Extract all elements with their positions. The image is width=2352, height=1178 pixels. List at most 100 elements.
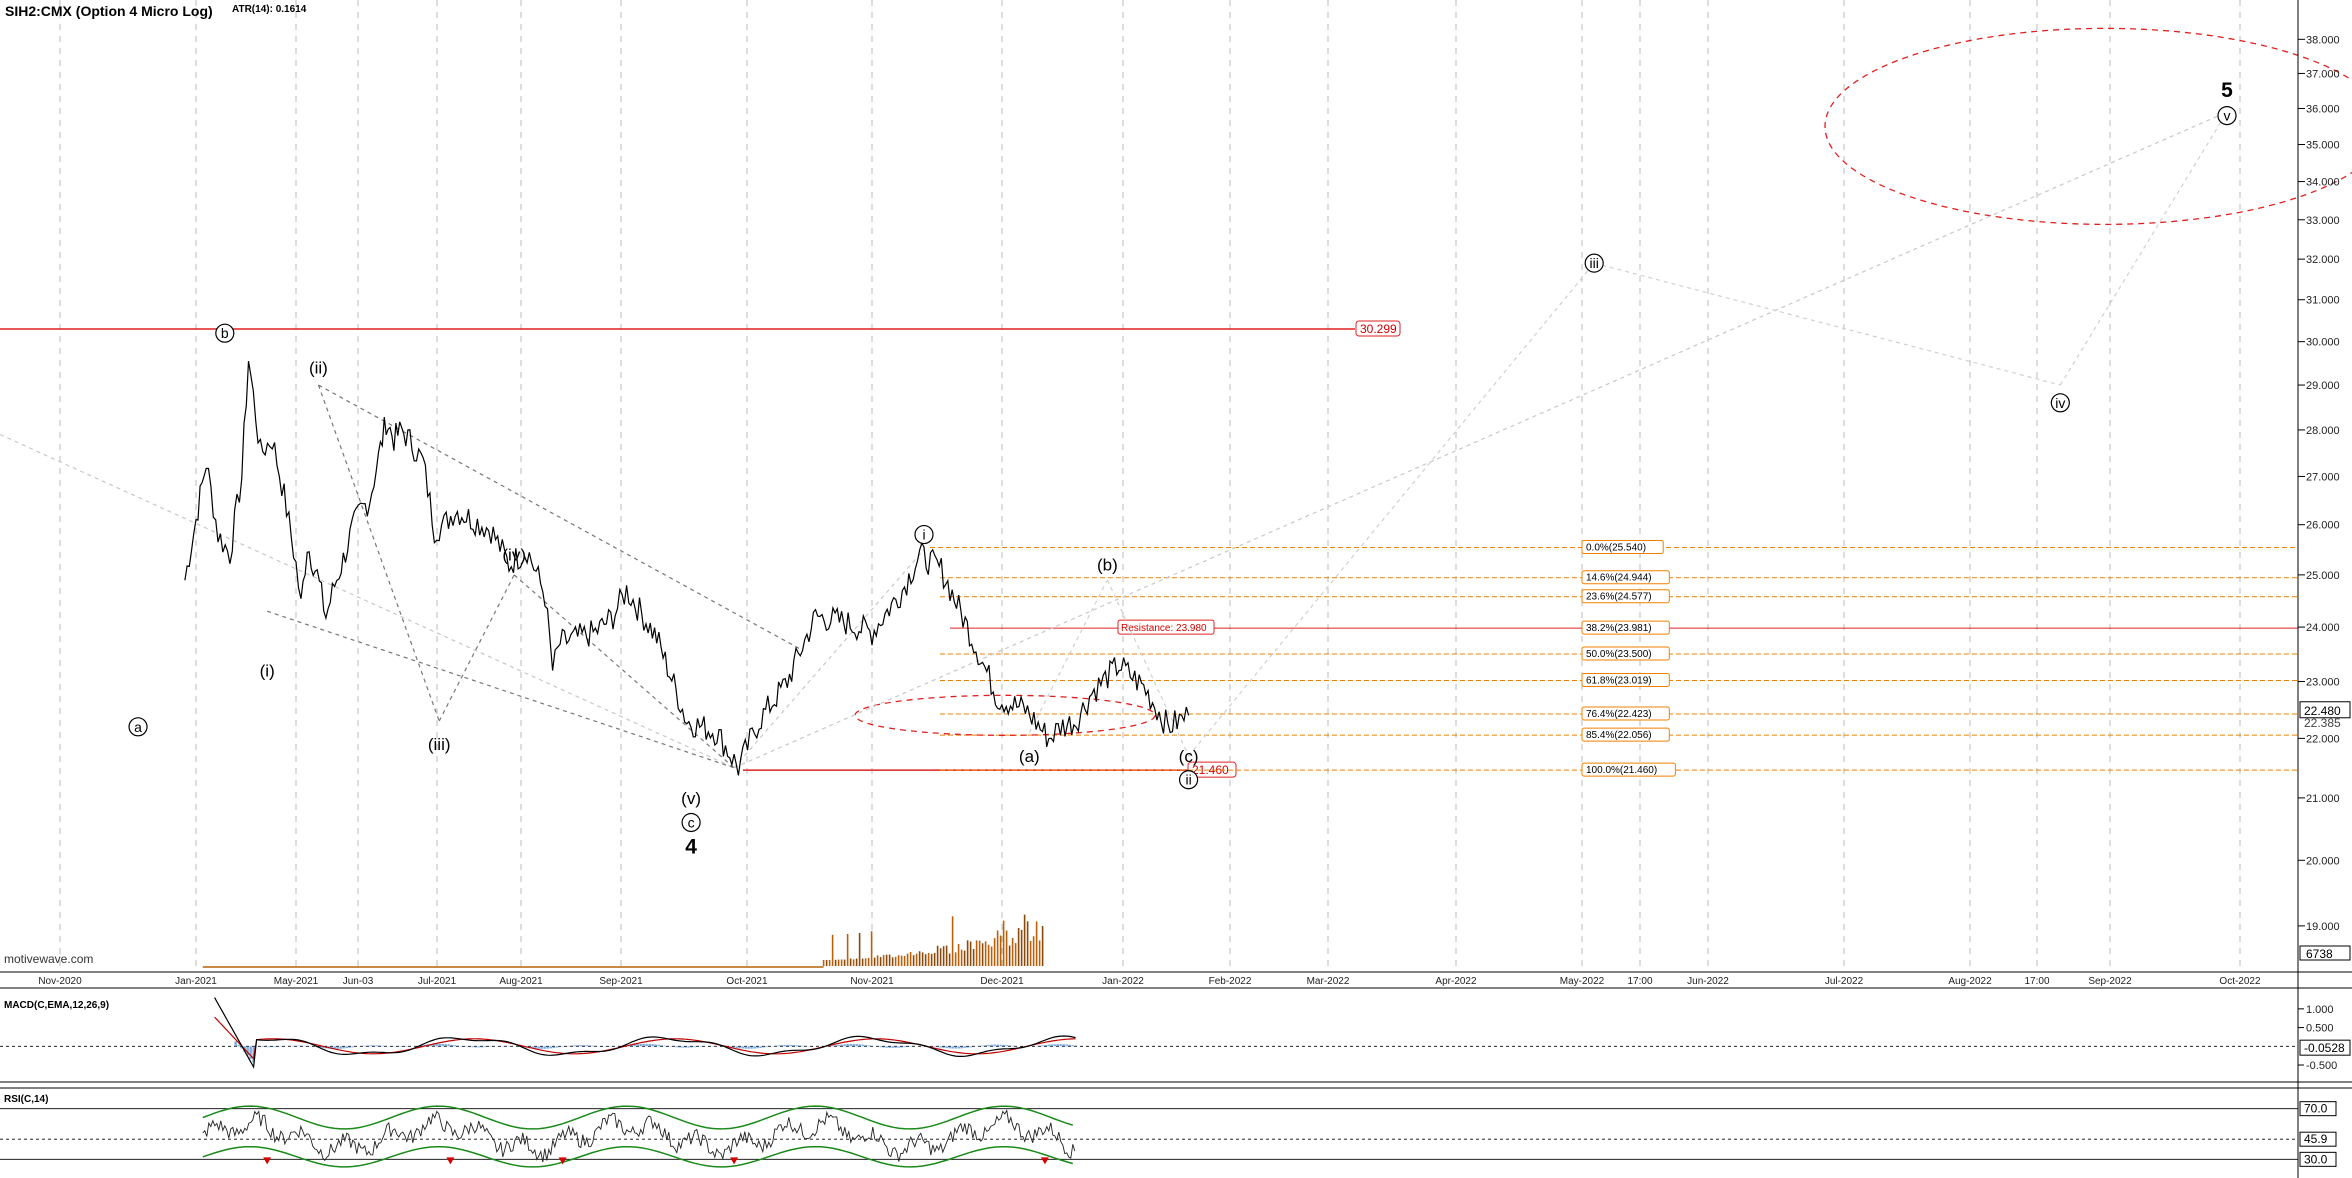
rsi-y-tick: 45.9 bbox=[2304, 1132, 2328, 1146]
rsi-signal-arrow bbox=[263, 1157, 272, 1165]
y-tick-label: 30.000 bbox=[2306, 337, 2340, 349]
rsi-y-tick: 30.0 bbox=[2304, 1152, 2328, 1166]
x-tick-label: Oct-2022 bbox=[2219, 976, 2261, 987]
fib-label-box bbox=[1581, 620, 1670, 635]
fibonacci-retracement[interactable]: 30.299 21.460 0.0%(25.540) 14.6%(24.944) 23.… bbox=[0, 27, 2352, 778]
y-tick-label: 22.000 bbox=[2306, 733, 2340, 745]
wave-label: i bbox=[922, 527, 925, 543]
y-tick-label: 23.000 bbox=[2306, 677, 2340, 689]
wave-label: iii bbox=[1590, 255, 1599, 271]
y-tick-label: 28.000 bbox=[2306, 425, 2340, 437]
y-tick-label: 31.000 bbox=[2306, 295, 2340, 307]
x-tick-label: Apr-2022 bbox=[1435, 976, 1477, 987]
wave-label: (v) bbox=[681, 789, 701, 808]
wave-label: c bbox=[688, 814, 695, 830]
x-tick-label: Mar-2022 bbox=[1307, 976, 1350, 987]
chart-title: SIH2:CMX (Option 4 Micro Log) bbox=[5, 3, 213, 19]
watermark: motivewave.com bbox=[4, 952, 93, 966]
wave-label: (iv) bbox=[502, 546, 526, 565]
rsi-title: RSI(C,14) bbox=[4, 1094, 48, 1105]
x-tick-label: Dec-2021 bbox=[980, 976, 1024, 987]
wave-degree-label: 5 bbox=[2221, 79, 2233, 102]
price-series bbox=[184, 361, 1190, 776]
trendline-projection bbox=[733, 111, 2228, 769]
volume-last-box bbox=[2299, 945, 2351, 961]
fib-label-box bbox=[1581, 589, 1670, 604]
y-tick-label: 27.000 bbox=[2306, 471, 2340, 483]
wave-label-circle bbox=[2050, 393, 2070, 413]
projection-lines bbox=[0, 111, 2228, 769]
x-tick-label: May-2021 bbox=[274, 976, 319, 987]
fib-label: 61.8%(23.019) bbox=[1586, 675, 1652, 686]
x-tick-label: Jan-2021 bbox=[175, 976, 217, 987]
wave-label-circle bbox=[1584, 253, 1604, 273]
resistance-23980-label: Resistance: 23.980 bbox=[1121, 623, 1207, 634]
wave-labels: ba(i)(ii)(iii)(iv)(v)c4i(a)(b)(c)iiiiiiv… bbox=[128, 79, 2237, 859]
fib-label: 14.6%(24.944) bbox=[1586, 573, 1652, 584]
wave-label: iv bbox=[2055, 395, 2065, 411]
macd-panel: 1.000 0.500 -0.500 -0.0528 bbox=[0, 997, 2351, 1072]
y-tick-label: 34.000 bbox=[2306, 177, 2340, 189]
wave-1-up bbox=[733, 549, 925, 769]
x-tick-label: Sep-2021 bbox=[599, 976, 643, 987]
wave-label: (c) bbox=[1179, 747, 1199, 766]
wave-label: (iii) bbox=[428, 735, 451, 754]
last-price-label: 22.480 bbox=[2304, 704, 2341, 718]
target-zone-ellipse-large bbox=[1824, 27, 2352, 225]
x-tick-label: Aug-2021 bbox=[499, 976, 543, 987]
proj-iv-v bbox=[2059, 111, 2228, 386]
fib-label: 100.0%(21.460) bbox=[1586, 765, 1657, 776]
y-tick-label: 25.000 bbox=[2306, 570, 2340, 582]
wave-label-circle bbox=[128, 717, 148, 737]
fib-label-box bbox=[1581, 762, 1676, 777]
fib-label-box bbox=[1581, 540, 1664, 555]
fib-label: 76.4%(22.423) bbox=[1586, 709, 1652, 720]
last-price-secondary: 22.385 bbox=[2304, 716, 2341, 730]
trendline-long bbox=[0, 433, 735, 769]
rsi-lower-band bbox=[202, 1145, 1073, 1168]
wave-degree-label: 4 bbox=[685, 836, 697, 859]
fib-label-box bbox=[1581, 706, 1670, 721]
volume-bars bbox=[202, 914, 1044, 968]
wave-label: ii bbox=[1185, 772, 1191, 788]
y-tick-label: 20.000 bbox=[2306, 855, 2340, 867]
x-tick-label: Jan-2022 bbox=[1102, 976, 1144, 987]
rsi-panel: 70.0 45.9 30.0 bbox=[0, 1101, 2337, 1168]
rsi-level-box bbox=[2299, 1151, 2337, 1167]
x-tick-label: Jun-2022 bbox=[1687, 976, 1729, 987]
fib-label: 85.4%(22.056) bbox=[1586, 730, 1652, 741]
x-tick-label: Jun-03 bbox=[343, 976, 374, 987]
x-tick-label: Jul-2022 bbox=[1825, 976, 1864, 987]
resistance-23980-box bbox=[1117, 619, 1215, 635]
x-tick-label: Nov-2021 bbox=[850, 976, 894, 987]
resistance-value: 30.299 bbox=[1360, 322, 1397, 336]
wave-iii-iv bbox=[438, 574, 515, 722]
macd-y-tick: -0.500 bbox=[2306, 1060, 2337, 1072]
fib-label-box bbox=[1581, 672, 1670, 687]
x-tick-label: Sep-2022 bbox=[2088, 976, 2132, 987]
target-zone-ellipse-small bbox=[854, 694, 1156, 736]
y-tick-label: 21.000 bbox=[2306, 793, 2340, 805]
wave-label: b bbox=[221, 325, 229, 341]
atr-readout: ATR(14): 0.1614 bbox=[232, 4, 307, 15]
fib-label: 0.0%(25.540) bbox=[1586, 543, 1646, 554]
rsi-signal-arrow bbox=[558, 1157, 567, 1165]
macd-y-tick: 0.500 bbox=[2306, 1023, 2334, 1035]
y-tick-label: 37.000 bbox=[2306, 68, 2340, 80]
wave-label: (ii) bbox=[309, 359, 328, 378]
wave-label-circle bbox=[1178, 770, 1199, 790]
macd-last-box bbox=[2299, 1039, 2351, 1056]
rsi-line bbox=[202, 1109, 1076, 1163]
price-line bbox=[184, 361, 1190, 776]
y-tick-label: 36.000 bbox=[2306, 103, 2340, 115]
x-tick-label: 17:00 bbox=[1627, 976, 1652, 987]
y-tick-label: 26.000 bbox=[2306, 520, 2340, 532]
wave-label: (a) bbox=[1019, 747, 1040, 766]
rsi-level-box bbox=[2299, 1101, 2337, 1117]
channel-upper bbox=[318, 384, 800, 650]
x-tick-label: 17:00 bbox=[2024, 976, 2049, 987]
x-tick-label: Oct-2021 bbox=[726, 976, 768, 987]
x-tick-label: Nov-2020 bbox=[38, 976, 82, 987]
y-tick-label: 24.000 bbox=[2306, 622, 2340, 634]
